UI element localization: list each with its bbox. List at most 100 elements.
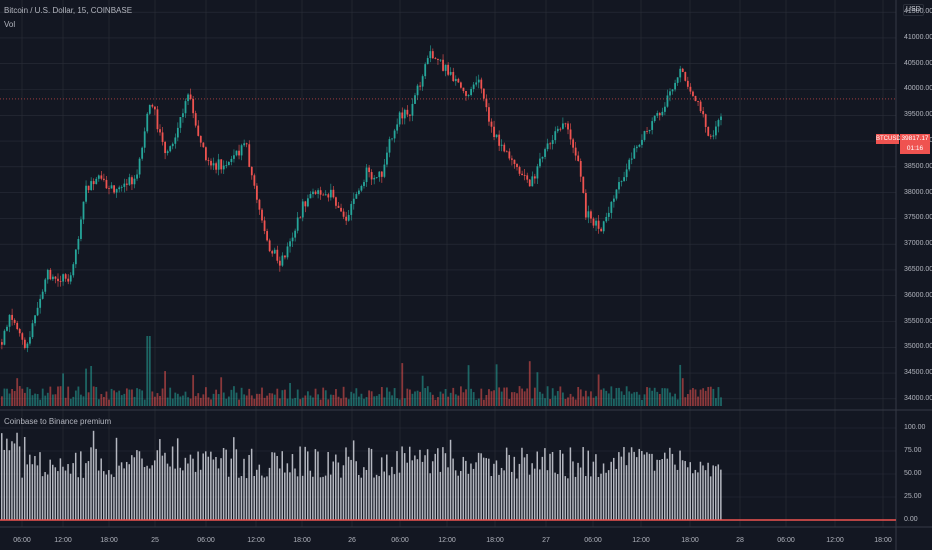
candle-body xyxy=(271,251,274,254)
candle-body xyxy=(500,144,503,146)
candle-body xyxy=(233,155,235,159)
volume-bar xyxy=(490,391,493,406)
premium-bar xyxy=(391,466,393,520)
candle-body xyxy=(220,159,223,170)
candle-body xyxy=(641,139,643,145)
bar-countdown: 01:16 xyxy=(906,145,924,152)
premium-bar xyxy=(457,475,459,520)
premium-bar xyxy=(600,473,602,520)
premium-bar xyxy=(322,476,324,520)
premium-bar xyxy=(635,457,638,520)
candle-body xyxy=(105,179,108,189)
volume-bar xyxy=(383,397,386,406)
time-tick-label: 06:00 xyxy=(777,537,795,544)
volume-bar xyxy=(567,397,569,406)
candle-body xyxy=(222,165,225,170)
volume-bar xyxy=(243,394,246,406)
premium-bar xyxy=(16,432,18,520)
volume-bar xyxy=(337,396,340,406)
candle-body xyxy=(141,147,144,159)
candle-body xyxy=(587,211,590,218)
candle-body xyxy=(416,85,419,96)
premium-bar xyxy=(156,450,159,520)
premium-bar xyxy=(666,458,669,520)
volume-bar xyxy=(105,391,108,406)
volume-bar xyxy=(625,386,628,406)
volume-bar xyxy=(416,390,419,406)
volume-bar xyxy=(103,396,105,406)
premium-bar xyxy=(541,456,544,520)
candle-body xyxy=(531,176,534,187)
indicator-title[interactable]: Coinbase to Binance premium xyxy=(4,417,112,426)
candle-body xyxy=(182,113,184,118)
candle-body xyxy=(559,128,562,130)
premium-bar xyxy=(286,463,289,520)
volume-bar xyxy=(674,393,676,406)
volume-bar xyxy=(429,392,432,406)
volume-bar xyxy=(235,392,238,406)
candle-body xyxy=(289,241,291,247)
candle-body xyxy=(131,177,133,185)
premium-bar xyxy=(352,440,355,520)
candle-body xyxy=(426,58,429,65)
volume-bar xyxy=(108,399,110,406)
candle-body xyxy=(210,160,212,166)
volume-legend[interactable]: Vol xyxy=(4,20,16,29)
candle-body xyxy=(475,82,478,85)
candle-body xyxy=(511,158,513,160)
premium-bar xyxy=(493,463,495,520)
volume-bar xyxy=(521,388,523,406)
premium-bar xyxy=(335,454,337,520)
time-tick-label: 26 xyxy=(348,537,356,544)
volume-bar xyxy=(694,389,697,406)
premium-bar xyxy=(449,439,452,520)
volume-bar xyxy=(584,390,587,406)
volume-bar xyxy=(595,396,597,406)
volume-bar xyxy=(296,389,299,406)
premium-bar xyxy=(125,461,128,520)
candle-body xyxy=(3,330,6,345)
premium-bar xyxy=(602,463,605,520)
premium-bar xyxy=(44,472,46,520)
volume-bar xyxy=(46,392,49,406)
volume-bar xyxy=(396,398,399,406)
premium-bar xyxy=(421,461,424,520)
premium-bar xyxy=(205,451,207,520)
premium-bar xyxy=(442,447,444,520)
volume-bar xyxy=(90,366,93,406)
premium-bar xyxy=(212,459,215,520)
price-tick-label: 35000.00 xyxy=(904,343,932,351)
volume-bar xyxy=(197,393,200,406)
premium-bar xyxy=(618,452,620,520)
candle-body xyxy=(278,260,281,266)
candle-body xyxy=(383,164,386,177)
premium-bar xyxy=(431,461,434,520)
premium-bar xyxy=(437,448,439,520)
currency-button[interactable]: USD xyxy=(903,4,924,16)
candle-body xyxy=(671,89,674,92)
premium-bar xyxy=(21,477,23,520)
volume-bar xyxy=(646,387,648,406)
premium-bar xyxy=(324,475,327,520)
chart-title[interactable]: Bitcoin / U.S. Dollar, 15, COINBASE xyxy=(4,6,133,15)
candle-body xyxy=(546,143,549,150)
premium-bar xyxy=(263,477,266,520)
volume-bar xyxy=(314,388,317,406)
premium-bar xyxy=(289,472,291,520)
candle-body xyxy=(250,166,253,176)
candle-body xyxy=(467,95,470,96)
candle-body xyxy=(697,101,699,102)
candle-body xyxy=(227,161,230,166)
candle-body xyxy=(143,131,146,148)
premium-bar xyxy=(539,469,541,520)
volume-bar xyxy=(319,399,322,406)
candle-body xyxy=(460,82,462,88)
volume-bar xyxy=(462,392,465,406)
premium-bar xyxy=(207,456,210,520)
volume-bar xyxy=(169,387,172,406)
premium-bar xyxy=(136,450,138,520)
price-tick-label: 36500.00 xyxy=(904,265,932,273)
volume-bar xyxy=(610,386,613,406)
premium-bar xyxy=(375,474,378,520)
